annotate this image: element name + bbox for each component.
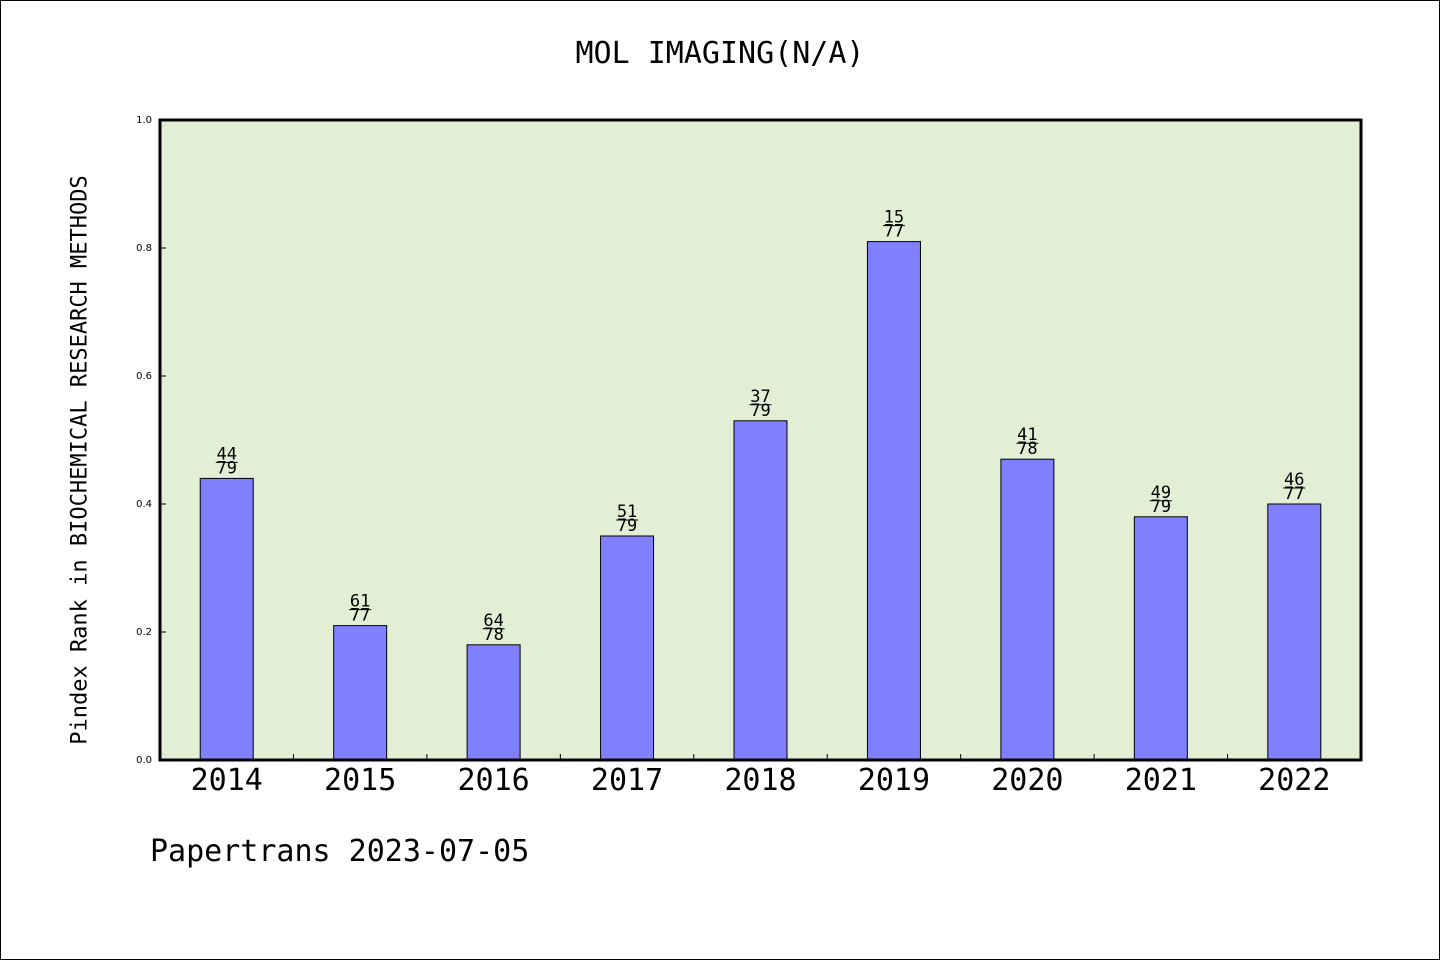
- y-tick-label: 0.6: [136, 371, 152, 382]
- rank-label: 41: [1017, 425, 1037, 445]
- bar: [733, 420, 788, 761]
- y-tick-label: 0.8: [136, 243, 152, 254]
- bar: [600, 535, 655, 761]
- rank-label: 61: [350, 592, 370, 612]
- x-tick-label: 2018: [724, 763, 796, 798]
- x-tick-label: 2020: [991, 763, 1063, 798]
- chart-title: MOL IMAGING(N/A): [575, 36, 865, 71]
- x-tick-label: 2022: [1258, 763, 1330, 798]
- total-label: 79: [216, 458, 236, 478]
- rank-label: 49: [1151, 483, 1171, 503]
- total-label: 79: [750, 401, 770, 421]
- x-tick-label: 2017: [591, 763, 663, 798]
- y-tick-label: 0.4: [136, 499, 152, 510]
- bar: [1133, 516, 1188, 761]
- total-label: 79: [617, 516, 637, 536]
- bar: [866, 241, 921, 761]
- rank-label: 37: [750, 387, 770, 407]
- total-label: 77: [350, 606, 370, 626]
- plot-border: [158, 118, 1363, 762]
- rank-label: 15: [884, 208, 904, 228]
- footer-text: Papertrans 2023-07-05: [150, 834, 530, 869]
- x-tick-label: 2015: [324, 763, 396, 798]
- total-label: 79: [1151, 497, 1171, 517]
- x-tick-label: 2014: [191, 763, 263, 798]
- y-tick-label: 0.0: [136, 755, 152, 766]
- total-label: 77: [1284, 484, 1304, 504]
- x-tick-label: 2016: [457, 763, 529, 798]
- bar: [466, 644, 521, 761]
- x-tick-label: 2019: [858, 763, 930, 798]
- bar: [199, 477, 254, 761]
- total-label: 78: [483, 625, 503, 645]
- bar: [1000, 458, 1055, 761]
- y-tick-label: 0.2: [136, 627, 152, 638]
- rank-label: 44: [216, 444, 236, 464]
- rank-label: 51: [617, 502, 637, 522]
- y-tick-label: 1.0: [136, 115, 152, 126]
- rank-label: 64: [483, 611, 503, 631]
- x-axis: 2014 2015 2016 2017 2018 2019 2020 2021 2022: [191, 754, 1330, 798]
- bars-group: [199, 241, 1322, 761]
- x-tick-label: 2021: [1125, 763, 1197, 798]
- rank-label: 46: [1284, 470, 1304, 490]
- total-label: 77: [884, 222, 904, 242]
- total-label: 78: [1017, 439, 1037, 459]
- bar: [333, 625, 388, 761]
- bar: [1267, 503, 1322, 761]
